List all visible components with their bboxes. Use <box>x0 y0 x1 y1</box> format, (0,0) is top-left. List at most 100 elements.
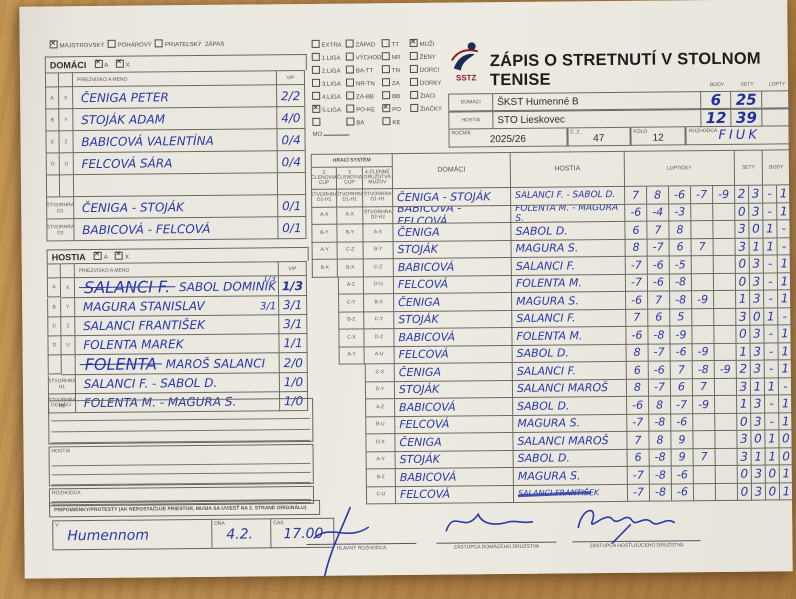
ball-score: 8 <box>676 223 684 237</box>
league-checkbox-3-liga <box>311 78 321 87</box>
order-4member: B-Z <box>365 469 396 487</box>
league-grid: EXTRA 1.LIGA 2.LIGA 3.LIGA 4.LIGA 5.LIGA ZÁPAD… <box>311 38 447 140</box>
ball-score-cell <box>693 466 716 484</box>
body-cell: 1 <box>765 430 780 449</box>
hostia-match-player: FOLENTA M. - MAGURA S. <box>515 204 619 223</box>
ball-score-cell: 8 <box>649 431 672 450</box>
body-cell: 1 <box>764 377 780 396</box>
match-hostia-name: MAGURA S. <box>511 239 626 258</box>
ball-score: -9 <box>675 328 687 342</box>
order-2member: ŠTVORHRA D1-H1 <box>311 189 338 208</box>
place-label: V <box>55 522 59 529</box>
match-domaci-name: STOJÁK <box>395 450 514 470</box>
ball-score-cell: -7 <box>627 414 650 432</box>
match-domaci-name: FELCOVÁ <box>393 275 513 295</box>
ball-score-cell <box>714 378 738 397</box>
domaci-match-player: BABICOVÁ <box>398 330 456 344</box>
ball-score-cell <box>691 203 714 222</box>
sety-value: 3 <box>738 239 746 254</box>
ball-score-cell: -6 <box>671 413 694 432</box>
body-cell: 0 <box>765 482 781 501</box>
team-name: ŠKST Humenné B <box>497 95 579 108</box>
sety-value: 3 <box>754 484 763 499</box>
ball-score-cell: -6 <box>626 291 649 310</box>
sety-value: 3 <box>754 466 763 481</box>
notes-writing-line <box>51 439 311 444</box>
ball-score: 7 <box>633 311 641 325</box>
ball-score-cell: -9 <box>670 326 693 344</box>
match-type-label: PRIATEĽSKÝ <box>165 41 202 49</box>
date-label: DŇA <box>214 520 225 527</box>
time-label: ČAS <box>273 520 284 527</box>
body-value: 1 <box>780 274 789 289</box>
sety-value: 1 <box>739 396 748 412</box>
ball-score: -6 <box>653 363 665 377</box>
order-4member: C-Y <box>364 311 395 330</box>
body-cell: 1 <box>778 325 793 343</box>
ball-score: -9 <box>697 292 709 306</box>
hostia-player-struck: FOLENTA <box>79 354 163 375</box>
ball-score-cell: 7 <box>670 361 693 379</box>
body-cell: - <box>764 360 779 379</box>
ball-score-cell: -7 <box>625 256 648 275</box>
league-checkbox-bb <box>382 91 391 100</box>
ball-score-cell: -6 <box>648 361 671 380</box>
ball-score-cell: -8 <box>692 361 715 379</box>
league-label: ZA <box>392 81 400 88</box>
body-cell: 1 <box>765 447 780 466</box>
ball-score-cell <box>693 413 716 432</box>
kolo-label: KOLO <box>633 128 648 135</box>
body-cell: 0 <box>779 447 794 466</box>
ball-score-cell <box>691 273 715 292</box>
col-header-lopticky: LOPTIČKY <box>624 149 736 187</box>
match-domaci-name: FELCOVÁ <box>394 345 513 365</box>
order-3member: C-Z <box>337 241 364 260</box>
body-cell: 1 <box>777 185 792 203</box>
order-3member: B-Y <box>337 224 364 243</box>
ball-score-cell <box>715 395 738 414</box>
sety-value: 3 <box>753 396 762 411</box>
body-cell: - <box>763 255 778 274</box>
order-4member: C-Z <box>363 259 394 277</box>
league-checkbox-v-chod <box>345 52 354 61</box>
league-checkbox-2-liga <box>311 65 320 74</box>
domaci-match-player: ČENIGA <box>398 295 441 309</box>
match-domaci-name: BABICOVÁ <box>393 257 512 277</box>
ball-score-cell: 7 <box>692 378 716 397</box>
main-subheader: 2 ČLENOVIA CUP <box>310 167 338 190</box>
match-domaci-name: BABICOVÁ <box>395 397 514 417</box>
match-hostia-name: MAGURA S. <box>512 291 627 311</box>
hostia-match-player: FOLENTA M. <box>516 329 583 343</box>
ball-score-cell: -8 <box>649 448 672 467</box>
zapas-label: ZÁPAS <box>204 41 225 48</box>
body-value: 1 <box>779 204 788 219</box>
ball-score: 7 <box>654 223 662 237</box>
match-hostia-name: SALANCI MAROŠ <box>513 431 628 451</box>
ball-score-cell: 6 <box>625 221 648 240</box>
body-cell: - <box>778 377 794 396</box>
hostia-player-name: SALANCI FRANTIŠEK <box>79 317 206 334</box>
hostia-double-label: ŠTVORHRA H1 <box>47 378 76 391</box>
sety-cell: 1 <box>736 343 751 361</box>
body-cell: - <box>777 237 792 256</box>
ball-score: -7 <box>653 345 665 359</box>
domaci-player-name: ČENIGA PETER <box>77 89 169 105</box>
sety-cell: 3 <box>750 360 765 379</box>
ball-score: -7 <box>676 398 688 412</box>
sety-value: 0 <box>754 431 762 446</box>
body-cell: 1 <box>777 202 792 221</box>
ball-score-cell <box>692 308 715 327</box>
ball-score: -7 <box>652 240 664 254</box>
hostia-player-vp: 1/1 <box>283 335 303 351</box>
ball-score-cell: -7 <box>627 466 650 485</box>
body-cell: 1 <box>779 465 794 483</box>
ball-score-cell: -7 <box>671 396 694 414</box>
order-4member: A-U <box>364 346 395 365</box>
sety-value: 0 <box>738 274 747 289</box>
notes-writing-line <box>51 471 311 476</box>
body-cell: - <box>763 185 778 204</box>
sety-cell: 3 <box>749 185 764 204</box>
ball-score-cell: -6 <box>647 273 671 292</box>
sety-value: 1 <box>753 379 762 394</box>
ball-score: 6 <box>633 363 641 377</box>
